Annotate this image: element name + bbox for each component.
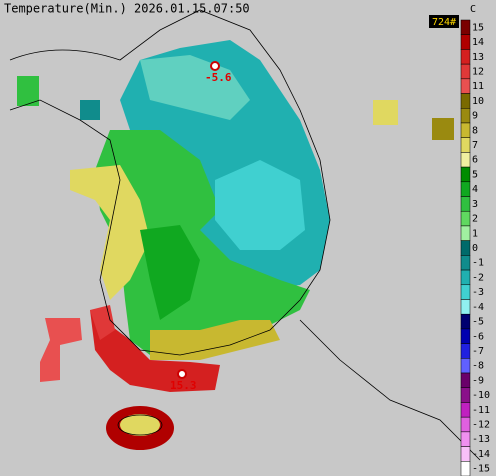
legend-label: -5	[472, 317, 484, 328]
legend-swatch	[460, 402, 471, 418]
legend-swatch	[460, 343, 471, 359]
legend-swatch	[460, 387, 471, 403]
legend-label: -8	[472, 361, 484, 372]
legend-unit: C	[470, 4, 476, 15]
station-marker	[177, 369, 187, 379]
coastlines	[9, 9, 481, 461]
legend-swatch	[460, 137, 471, 153]
marker-label: -5.6	[205, 71, 232, 84]
legend-swatch	[460, 416, 471, 433]
legend-swatch	[460, 358, 471, 374]
legend-swatch	[460, 461, 471, 476]
legend-swatch	[460, 372, 471, 388]
legend-label: 12	[472, 66, 484, 77]
legend-label: 15	[472, 22, 484, 33]
legend-label: -6	[472, 331, 484, 342]
legend-swatch	[460, 152, 471, 168]
legend-swatch	[460, 431, 471, 447]
legend-label: 1	[472, 228, 478, 239]
legend-label: 11	[472, 81, 484, 92]
legend-label: -7	[472, 346, 484, 357]
legend: 1514131211109876543210-1-2-3-4-5-6-7-8-9…	[460, 19, 490, 476]
markers: -5.6 15.3	[170, 61, 232, 392]
count-label: 724#	[432, 17, 456, 28]
legend-swatch	[460, 108, 471, 124]
legend-swatch	[460, 269, 471, 286]
station-marker	[210, 61, 220, 71]
legend-swatch	[460, 240, 471, 256]
legend-swatch	[460, 328, 471, 344]
legend-label: 7	[472, 140, 478, 151]
legend-label: 6	[472, 155, 478, 166]
legend-swatch	[460, 299, 471, 315]
map-title: Temperature(Min.) 2026.01.15.07:50	[4, 2, 250, 16]
legend-label: 9	[472, 111, 478, 122]
legend-label: 2	[472, 214, 478, 225]
legend-swatch	[460, 313, 471, 330]
legend-label: -11	[472, 405, 490, 416]
legend-label: 3	[472, 199, 478, 210]
count-box	[429, 15, 459, 28]
legend-label: -9	[472, 375, 484, 386]
legend-swatch	[460, 255, 471, 271]
legend-label: -15	[472, 464, 490, 475]
legend-swatch	[460, 93, 471, 109]
legend-label: 10	[472, 96, 484, 107]
legend-label: -10	[472, 390, 490, 401]
legend-label: -2	[472, 272, 484, 283]
legend-swatch	[460, 34, 471, 50]
legend-swatch	[460, 225, 471, 241]
legend-swatch	[460, 210, 471, 227]
legend-label: 4	[472, 184, 478, 195]
legend-swatch	[460, 196, 471, 212]
legend-label: -12	[472, 420, 490, 431]
legend-swatch	[460, 49, 471, 65]
temperature-field	[17, 40, 454, 450]
legend-label: 13	[472, 52, 484, 63]
legend-label: 8	[472, 125, 478, 136]
legend-swatch	[460, 19, 471, 35]
marker-label: 15.3	[170, 379, 197, 392]
legend-swatch	[460, 78, 471, 94]
legend-label: -14	[472, 449, 490, 460]
legend-label: 5	[472, 169, 478, 180]
legend-swatch	[460, 284, 471, 300]
legend-label: 14	[472, 37, 484, 48]
legend-swatch	[460, 181, 471, 197]
legend-swatch	[460, 166, 471, 183]
legend-label: -13	[472, 434, 490, 445]
legend-swatch	[460, 63, 471, 80]
legend-swatch	[460, 446, 471, 462]
legend-label: -3	[472, 287, 484, 298]
legend-label: -4	[472, 302, 484, 313]
legend-label: 0	[472, 243, 478, 254]
legend-swatch	[460, 122, 471, 138]
legend-label: -1	[472, 258, 484, 269]
